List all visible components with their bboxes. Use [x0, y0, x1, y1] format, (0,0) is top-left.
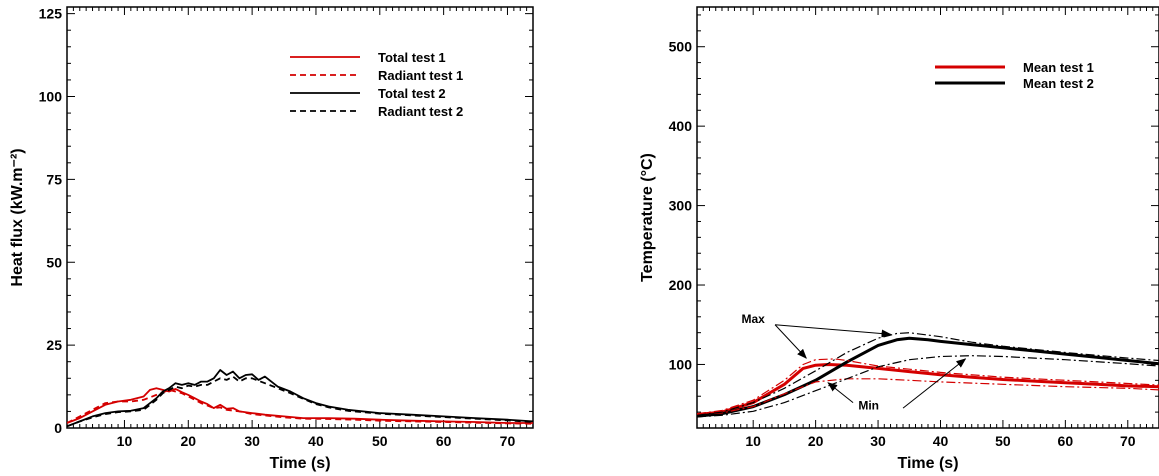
legend-label: Mean test 2 — [1023, 76, 1094, 91]
y-tick-label: 75 — [46, 171, 62, 187]
series-group — [697, 332, 1159, 418]
y-axis-title: Temperature (°C) — [639, 153, 656, 282]
series-line-range-5 — [697, 355, 1159, 418]
x-tick-label: 60 — [1058, 433, 1074, 449]
chart-panel-1: 10 20 30 40 50 60 70 0 25 50 75 100 125 Time (s) Heat … — [9, 6, 534, 472]
x-tick-label: 50 — [995, 433, 1011, 449]
chart-panel-2: 10 20 30 40 50 60 70 100 200 300 400 500 Time (s) Tem… — [639, 6, 1159, 472]
x-tick-label: 70 — [1120, 433, 1136, 449]
y-tick-label: 100 — [669, 356, 693, 372]
x-tick-label: 10 — [117, 433, 133, 449]
annotation-arrow — [827, 382, 854, 403]
annotations: Max Min — [742, 312, 967, 413]
series-line-mean-test-1 — [697, 363, 1159, 416]
x-tick-label: 10 — [745, 433, 761, 449]
y-tick-label: 25 — [46, 337, 62, 353]
annotation-max: Max — [742, 312, 766, 326]
x-tick-label: 50 — [372, 433, 388, 449]
annotation-arrow — [902, 358, 967, 409]
series-line-total-test-2 — [67, 369, 533, 428]
x-tick-label: 20 — [180, 433, 196, 449]
y-tick-label: 100 — [39, 89, 63, 105]
y-tick-label: 50 — [46, 254, 62, 270]
y-tick-label: 300 — [669, 198, 693, 214]
y-tick-label: 400 — [669, 118, 693, 134]
annotation-min: Min — [858, 399, 879, 413]
x-tick-label: 40 — [308, 433, 324, 449]
x-tick-label: 30 — [870, 433, 886, 449]
legend-label: Mean test 1 — [1023, 60, 1094, 75]
x-tick-label: 20 — [808, 433, 824, 449]
legend-label: Total test 1 — [378, 50, 446, 65]
series-line-radiant-test-1 — [67, 388, 533, 425]
x-axis-title: Time (s) — [897, 455, 958, 472]
y-axis-title: Heat flux (kW.m⁻²) — [9, 148, 26, 286]
y-tick-label: 0 — [54, 420, 62, 436]
legend-label: Radiant test 2 — [378, 104, 463, 119]
annotation-arrow — [774, 324, 807, 359]
series-line-range-4 — [697, 332, 1159, 416]
annotation-arrow — [774, 324, 892, 338]
legend-label: Radiant test 1 — [378, 68, 463, 83]
y-tick-label: 200 — [669, 277, 693, 293]
plot-frame — [66, 6, 534, 429]
x-axis-title: Time (s) — [269, 455, 330, 472]
x-tick-label: 60 — [436, 433, 452, 449]
series-line-mean-test-2 — [697, 336, 1159, 418]
series-group — [67, 369, 533, 428]
x-tick-label: 70 — [500, 433, 516, 449]
series-line-range-2 — [697, 358, 1159, 415]
legend-label: Total test 2 — [378, 86, 446, 101]
y-tick-label: 500 — [669, 39, 693, 55]
x-tick-label: 30 — [244, 433, 260, 449]
series-line-range-3 — [697, 378, 1159, 416]
x-tick-label: 40 — [933, 433, 949, 449]
y-tick-label: 125 — [39, 6, 63, 22]
legend: Total test 1 Radiant test 1 Total test 2 Ra… — [290, 50, 463, 119]
